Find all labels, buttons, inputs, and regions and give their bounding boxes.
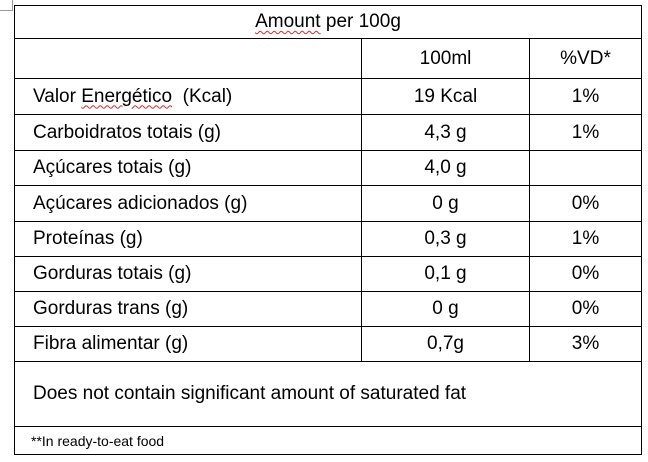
row-label: Açúcares totais (g) xyxy=(33,157,192,178)
saturated-fat-note: Does not contain significant amount of s… xyxy=(33,383,467,404)
row-label: Açúcares adicionados (g) xyxy=(33,192,248,214)
row-label: Valor Energético (Kcal) xyxy=(15,79,361,114)
row-value-vd xyxy=(529,151,641,185)
title-rest: per 100g xyxy=(320,11,401,32)
label-part: Valor xyxy=(33,85,82,107)
row-label: Proteínas (g) xyxy=(33,228,143,249)
table-row: Proteínas (g) 0,3 g 1% xyxy=(15,222,641,257)
table-row: Gorduras trans (g) 0 g 0% xyxy=(15,292,641,327)
table-row: Fibra alimentar (g) 0,7g 3% xyxy=(15,327,641,362)
row-label: Gorduras trans (g) xyxy=(33,298,189,319)
row-value-vd: 0% xyxy=(529,292,641,326)
header-vd: %VD* xyxy=(529,39,641,78)
row-value-vd: 1% xyxy=(529,115,641,150)
row-label: Fibra alimentar (g) xyxy=(33,333,189,354)
row-value-vd: 3% xyxy=(529,327,641,361)
header-100ml: 100ml xyxy=(361,39,529,78)
note-row: Does not contain significant amount of s… xyxy=(15,362,641,427)
table-title-row: Amount per 100g xyxy=(15,6,641,39)
table-row: Gorduras totais (g) 0,1 g 0% xyxy=(15,257,641,292)
row-value-vd: 1% xyxy=(529,222,641,256)
footnote-text: **In ready-to-eat food xyxy=(31,432,165,449)
label-marked-word: Energético xyxy=(81,85,173,107)
row-label: Carboidratos totais (g) xyxy=(33,121,221,143)
table-header-row: 100ml %VD* xyxy=(15,39,641,79)
row-value-100ml: 0,7g xyxy=(361,327,529,361)
table-title: Amount per 100g xyxy=(15,6,641,38)
nutrition-table: Amount per 100g 100ml %VD* Valor Energét… xyxy=(14,5,642,455)
row-value-vd: 1% xyxy=(529,79,641,114)
label-part: (Kcal) xyxy=(172,85,233,107)
table-row: Valor Energético (Kcal) 19 Kcal 1% xyxy=(15,79,641,115)
footnote-row: **In ready-to-eat food xyxy=(15,427,641,454)
row-label: Gorduras totais (g) xyxy=(33,263,192,284)
page-corner-mark xyxy=(0,0,13,11)
table-row: Carboidratos totais (g) 4,3 g 1% xyxy=(15,115,641,151)
table-row: Açúcares totais (g) 4,0 g xyxy=(15,151,641,186)
row-value-vd: 0% xyxy=(529,257,641,291)
table-row: Açúcares adicionados (g) 0 g 0% xyxy=(15,186,641,222)
row-value-100ml: 0 g xyxy=(361,186,529,221)
row-value-100ml: 0 g xyxy=(361,292,529,326)
header-blank-cell xyxy=(15,39,361,78)
row-value-100ml: 4,0 g xyxy=(361,151,529,185)
title-word: Amount xyxy=(255,11,321,32)
row-value-100ml: 4,3 g xyxy=(361,115,529,150)
row-value-vd: 0% xyxy=(529,186,641,221)
row-value-100ml: 0,3 g xyxy=(361,222,529,256)
row-value-100ml: 0,1 g xyxy=(361,257,529,291)
row-value-100ml: 19 Kcal xyxy=(361,79,529,114)
